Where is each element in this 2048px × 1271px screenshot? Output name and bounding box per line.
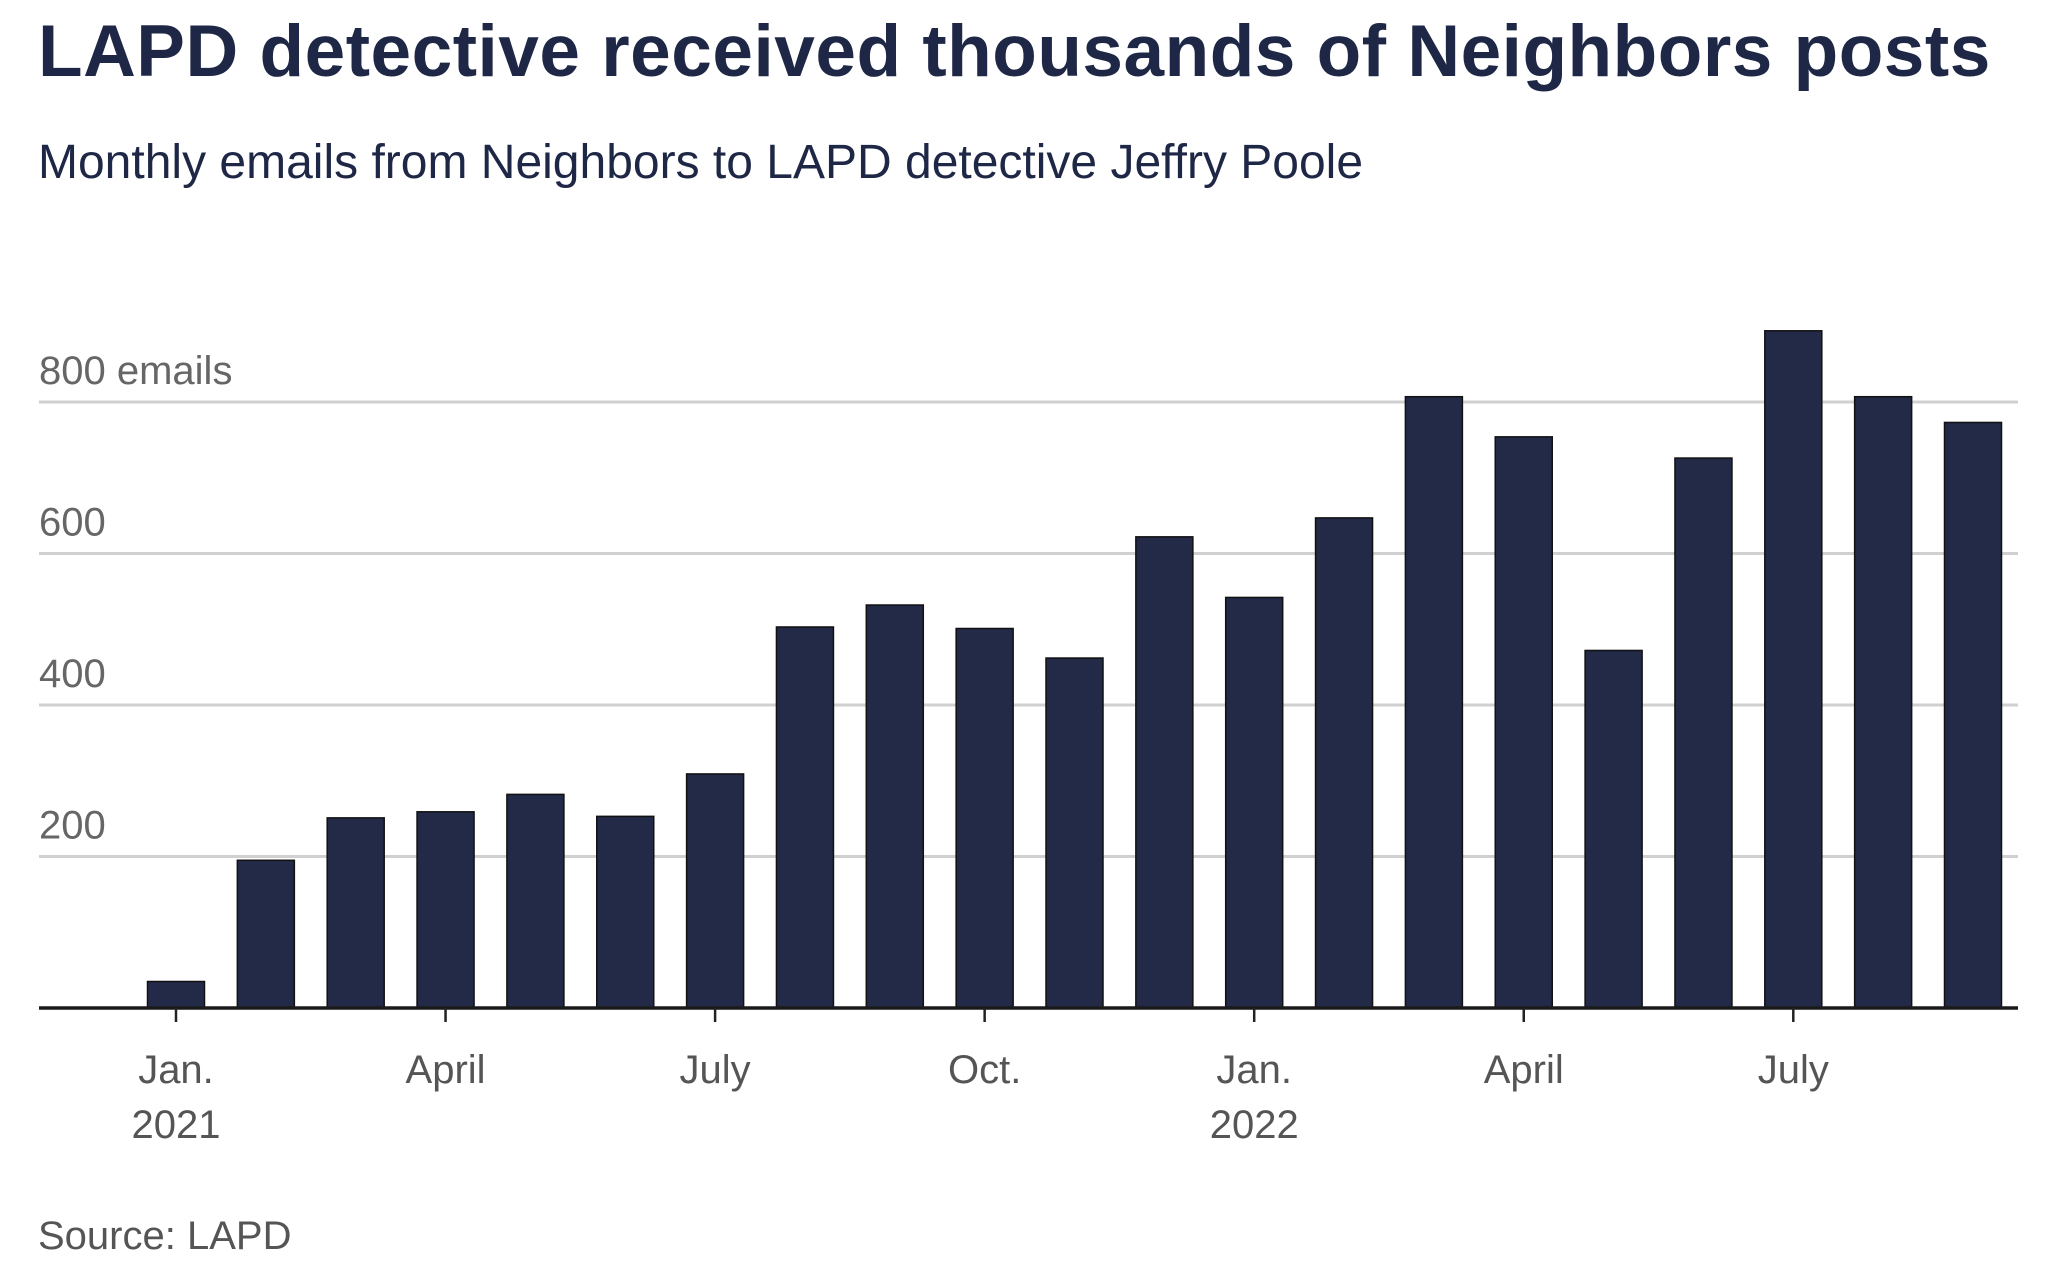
x-tick-label: Jan. bbox=[1216, 1048, 1292, 1092]
x-tick-label: July bbox=[1758, 1048, 1829, 1092]
bar-2021-01 bbox=[146, 980, 206, 1009]
chart-title: LAPD detective received thousands of Nei… bbox=[38, 11, 1991, 92]
x-tick-year-label: 2021 bbox=[132, 1103, 221, 1147]
x-tick-year-label: 2022 bbox=[1210, 1103, 1299, 1147]
bar-2021-09 bbox=[865, 604, 925, 1009]
bar-2021-05 bbox=[506, 793, 565, 1009]
y-tick-label: 400 bbox=[39, 652, 106, 696]
x-tick-label: April bbox=[406, 1048, 486, 1092]
bar-2022-03 bbox=[1404, 395, 1464, 1009]
bar-2022-02 bbox=[1314, 517, 1374, 1009]
y-tick-label: 800 emails bbox=[39, 349, 232, 393]
bar-2021-06 bbox=[596, 815, 655, 1009]
x-tick-label: Oct. bbox=[948, 1048, 1021, 1092]
y-tick-label: 600 bbox=[39, 501, 106, 545]
x-tick-label: April bbox=[1484, 1048, 1564, 1092]
source-note: Source: LAPD bbox=[38, 1214, 292, 1258]
bar-2022-01 bbox=[1224, 596, 1284, 1009]
bar-2022-04 bbox=[1494, 436, 1553, 1009]
x-tick-label: Jan. bbox=[138, 1048, 214, 1092]
bar-2021-08 bbox=[775, 626, 835, 1009]
bar-2021-07 bbox=[685, 773, 745, 1009]
bar-2021-03 bbox=[326, 817, 385, 1009]
bar-2021-11 bbox=[1045, 657, 1104, 1009]
bar-2021-02 bbox=[236, 859, 296, 1009]
bar-2021-12 bbox=[1135, 536, 1194, 1009]
bar-2022-08 bbox=[1853, 395, 1913, 1009]
y-tick-label: 200 bbox=[39, 804, 106, 848]
bar-2021-10 bbox=[955, 627, 1014, 1009]
bar-2021-04 bbox=[416, 811, 475, 1009]
x-tick-label: July bbox=[680, 1048, 751, 1092]
bar-2022-07 bbox=[1764, 330, 1823, 1009]
bar-2022-05 bbox=[1584, 649, 1643, 1009]
bar-2022-06 bbox=[1674, 457, 1733, 1009]
bar-2022-09 bbox=[1943, 421, 2003, 1009]
chart-subtitle: Monthly emails from Neighbors to LAPD de… bbox=[38, 136, 1364, 189]
